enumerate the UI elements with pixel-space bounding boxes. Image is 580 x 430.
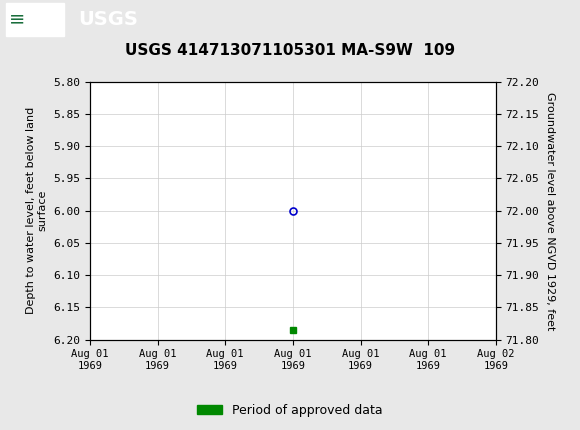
FancyBboxPatch shape xyxy=(6,3,64,36)
Text: USGS 414713071105301 MA-S9W  109: USGS 414713071105301 MA-S9W 109 xyxy=(125,43,455,58)
Text: USGS: USGS xyxy=(78,10,138,29)
Legend: Period of approved data: Period of approved data xyxy=(192,399,388,421)
Y-axis label: Groundwater level above NGVD 1929, feet: Groundwater level above NGVD 1929, feet xyxy=(545,92,555,330)
Text: ≡: ≡ xyxy=(9,10,25,29)
Y-axis label: Depth to water level, feet below land
surface: Depth to water level, feet below land su… xyxy=(26,107,48,314)
